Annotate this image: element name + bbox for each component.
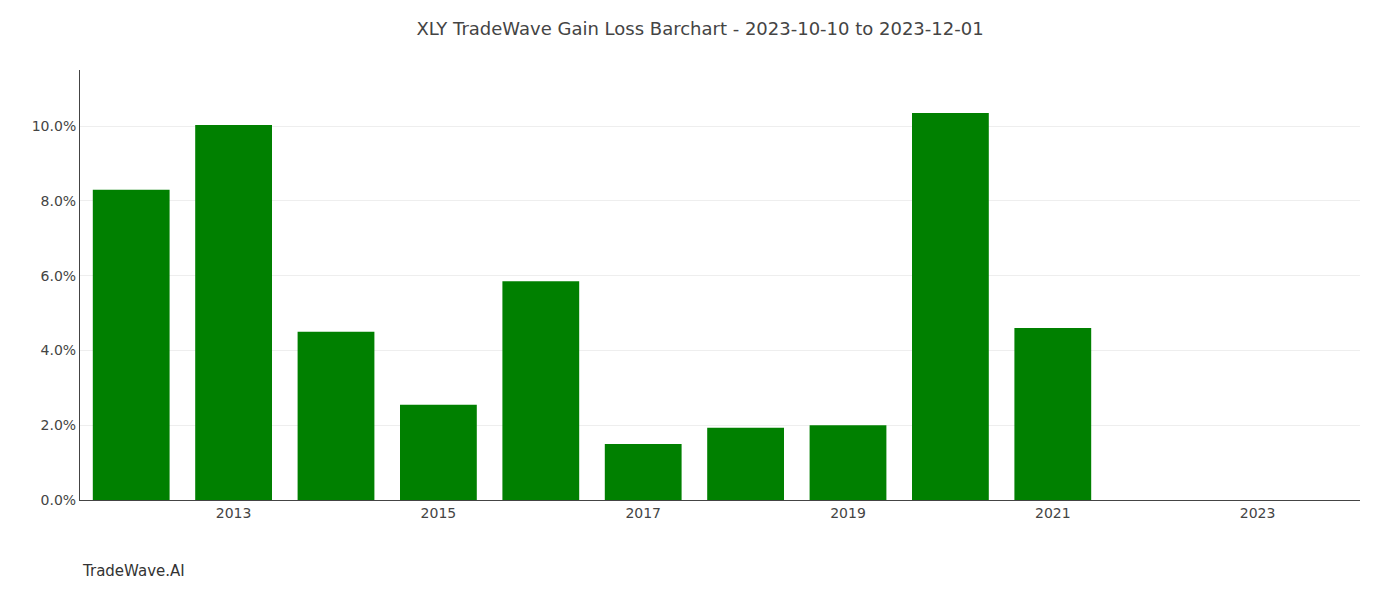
svg-text:2017: 2017 bbox=[625, 505, 661, 521]
svg-text:10.0%: 10.0% bbox=[32, 118, 76, 134]
svg-text:2015: 2015 bbox=[421, 505, 457, 521]
svg-text:8.0%: 8.0% bbox=[41, 193, 77, 209]
svg-text:2023: 2023 bbox=[1240, 505, 1276, 521]
svg-text:4.0%: 4.0% bbox=[41, 342, 77, 358]
svg-text:6.0%: 6.0% bbox=[41, 268, 77, 284]
svg-text:2.0%: 2.0% bbox=[41, 417, 77, 433]
svg-text:2019: 2019 bbox=[830, 505, 866, 521]
svg-text:2021: 2021 bbox=[1035, 505, 1071, 521]
svg-text:2013: 2013 bbox=[216, 505, 252, 521]
svg-text:0.0%: 0.0% bbox=[41, 492, 77, 508]
svg-text:TradeWave.AI: TradeWave.AI bbox=[82, 562, 185, 580]
svg-text:XLY TradeWave Gain Loss Barcha: XLY TradeWave Gain Loss Barchart - 2023-… bbox=[416, 18, 983, 39]
